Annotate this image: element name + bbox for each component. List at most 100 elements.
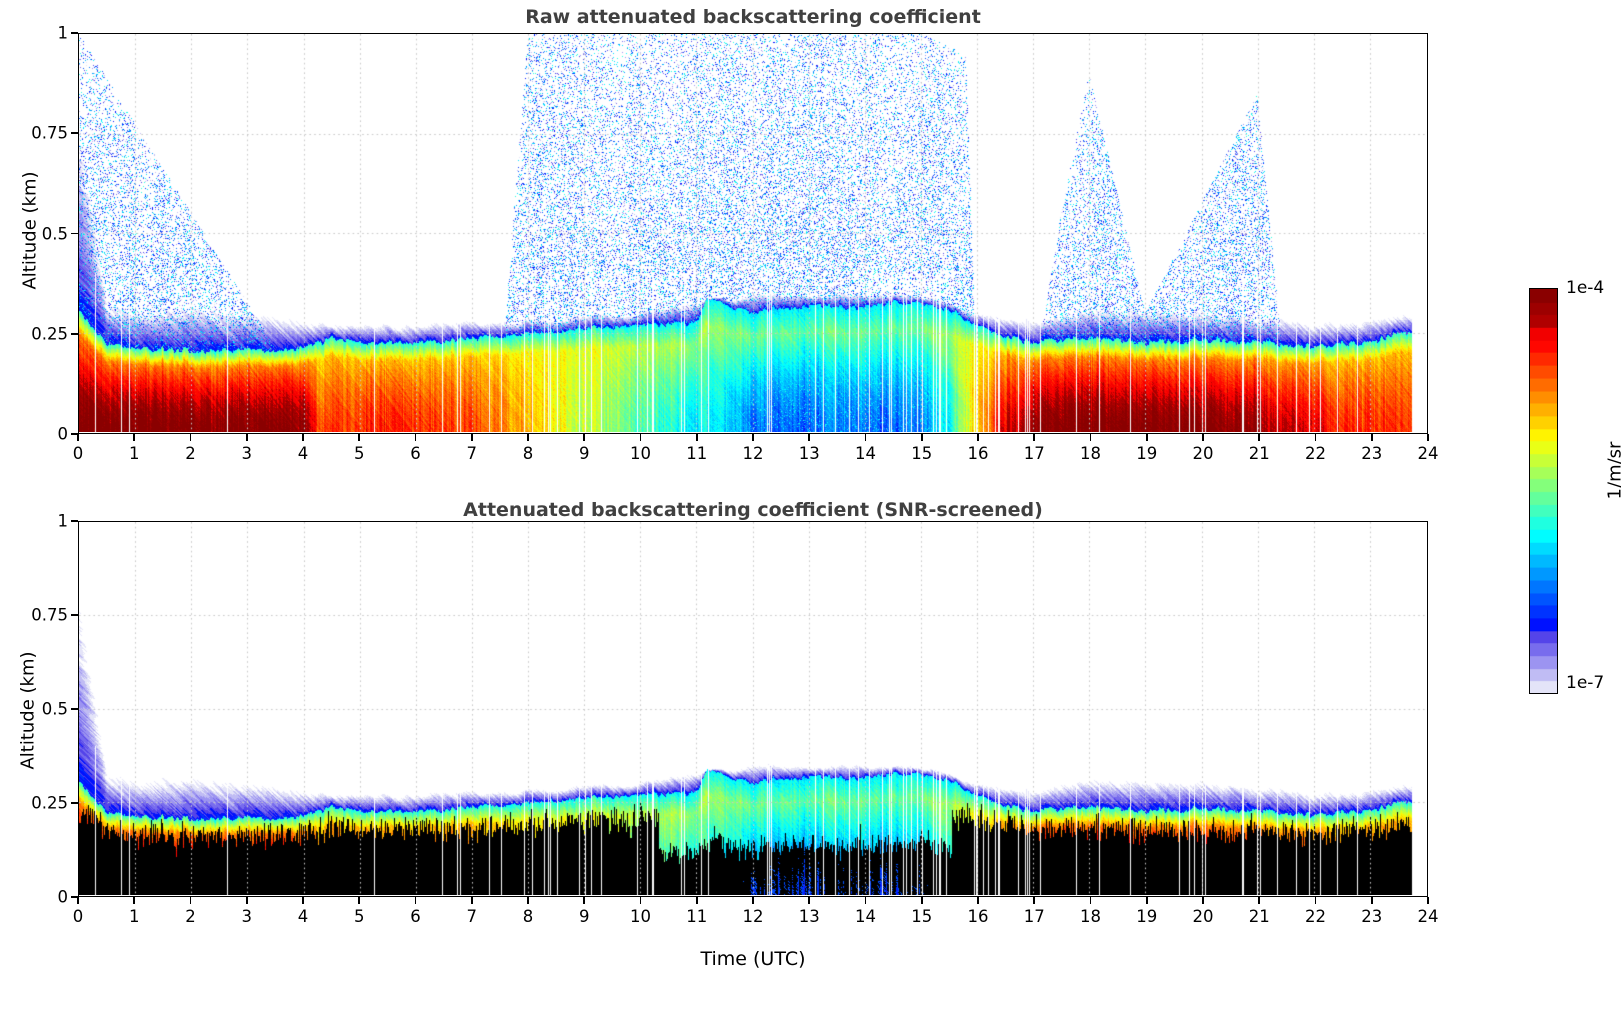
x-ticklabel-top-22: 22: [1305, 444, 1326, 463]
x-ticklabel-bot-19: 19: [1136, 907, 1158, 926]
x-ticklabel-top-21: 21: [1248, 444, 1270, 463]
x-tick-bot-0: [77, 897, 79, 904]
x-ticklabel-top-14: 14: [855, 444, 876, 463]
x-tick-bot-23: [1370, 897, 1373, 904]
y-ticklabel-bot-1: 1: [57, 511, 69, 531]
x-tick-top-24: [1427, 434, 1429, 441]
x-tick-top-4: [302, 434, 304, 441]
x-tick-bot-22: [1314, 897, 1317, 904]
x-ticklabel-bot-20: 20: [1192, 907, 1214, 926]
y-tick-bot-1: [71, 520, 78, 522]
colorbar: [1529, 288, 1558, 694]
x-ticklabel-top-7: 7: [466, 444, 478, 463]
y-ticklabel-top-0.25: 0.25: [31, 324, 68, 344]
x-ticklabel-bot-2: 2: [185, 907, 196, 926]
x-ticklabel-bot-15: 15: [911, 907, 933, 926]
x-ticklabel-top-24: 24: [1417, 444, 1439, 463]
x-tick-bot-3: [245, 897, 248, 904]
x-tick-bot-5: [358, 897, 361, 904]
x-ticklabel-top-15: 15: [911, 444, 933, 463]
x-ticklabel-bot-5: 5: [354, 907, 365, 926]
x-ticklabel-top-5: 5: [354, 444, 365, 463]
x-tick-top-9: [583, 434, 586, 441]
x-ticklabel-bot-10: 10: [630, 907, 651, 926]
y-ticklabel-bot-0: 0: [57, 887, 69, 907]
x-ticklabel-bot-7: 7: [466, 907, 478, 926]
x-ticklabel-top-10: 10: [630, 444, 651, 463]
y-ticklabel-bot-0.5: 0.5: [41, 699, 68, 719]
colorbar-gradient: [1529, 288, 1558, 694]
colorbar-max-label: 1e-4: [1566, 278, 1605, 298]
y-tick-bot-0.5: [71, 708, 78, 710]
y-tick-top-0.5: [71, 232, 78, 235]
x-tick-top-11: [695, 434, 698, 441]
x-ticklabel-top-3: 3: [241, 444, 253, 463]
x-tick-bot-13: [808, 897, 811, 904]
x-tick-top-17: [1033, 434, 1036, 441]
x-tick-top-21: [1258, 434, 1261, 441]
colorbar-min-label: 1e-7: [1566, 673, 1605, 693]
x-ticklabel-top-23: 23: [1361, 444, 1383, 463]
x-tick-top-6: [414, 434, 417, 441]
x-tick-bot-20: [1202, 897, 1204, 904]
x-ticklabel-top-0: 0: [72, 444, 84, 463]
x-tick-bot-8: [527, 897, 529, 904]
colorbar-unit-label: 1/m/sr: [1604, 441, 1621, 500]
x-tick-top-3: [245, 434, 248, 441]
x-tick-bot-7: [470, 897, 473, 904]
x-ticklabel-top-8: 8: [522, 444, 534, 463]
x-tick-top-15: [920, 434, 923, 441]
x-ticklabel-top-19: 19: [1136, 444, 1158, 463]
x-ticklabel-bot-24: 24: [1417, 907, 1439, 926]
x-tick-bot-2: [189, 897, 192, 904]
x-ticklabel-bot-18: 18: [1080, 907, 1101, 926]
x-ticklabel-bot-21: 21: [1248, 907, 1270, 926]
x-ticklabel-bot-8: 8: [522, 907, 534, 926]
x-tick-top-20: [1202, 434, 1204, 441]
x-ticklabel-bot-17: 17: [1023, 907, 1045, 926]
x-tick-bot-4: [302, 897, 304, 904]
y-ticklabel-top-0.5: 0.5: [41, 224, 68, 243]
x-tick-top-2: [189, 434, 192, 441]
y-tick-top-1: [71, 32, 78, 34]
x-ticklabel-bot-1: 1: [129, 907, 140, 926]
x-tick-bot-18: [1089, 897, 1092, 904]
x-tick-top-13: [808, 434, 811, 441]
x-tick-top-8: [527, 434, 529, 441]
x-tick-top-10: [639, 434, 642, 441]
y-ticklabel-bot-0.75: 0.75: [31, 605, 68, 625]
x-ticklabel-bot-9: 9: [579, 907, 590, 926]
x-ticklabel-top-9: 9: [579, 444, 590, 463]
x-ticklabel-top-11: 11: [686, 444, 708, 463]
x-tick-bot-1: [133, 897, 136, 904]
x-tick-top-19: [1145, 434, 1148, 441]
x-tick-bot-24: [1427, 897, 1429, 904]
x-ticklabel-bot-14: 14: [855, 907, 876, 926]
plot-area-raw: [78, 33, 1428, 434]
heatmap-canvas-raw: [79, 34, 1426, 432]
x-tick-top-23: [1370, 434, 1373, 441]
x-tick-bot-11: [695, 897, 698, 904]
x-ticklabel-bot-3: 3: [241, 907, 253, 926]
y-ticklabel-top-1: 1: [57, 23, 69, 43]
x-ticklabel-top-18: 18: [1080, 444, 1101, 463]
x-tick-top-7: [470, 434, 473, 441]
x-ticklabel-top-20: 20: [1192, 444, 1214, 463]
x-ticklabel-top-2: 2: [185, 444, 196, 463]
y-ticklabel-bot-0.25: 0.25: [31, 793, 68, 813]
x-ticklabel-top-16: 16: [967, 444, 989, 463]
y-ticklabel-top-0: 0: [57, 424, 69, 444]
x-tick-bot-15: [920, 897, 923, 904]
x-ticklabel-top-13: 13: [798, 444, 820, 463]
x-tick-bot-19: [1145, 897, 1148, 904]
x-tick-top-0: [77, 434, 79, 441]
y-tick-top-0.75: [71, 132, 78, 135]
x-tick-top-16: [977, 434, 979, 441]
x-tick-bot-14: [864, 897, 867, 904]
panel-title-snr-screened: Attenuated backscattering coefficient (S…: [463, 499, 1043, 521]
x-tick-top-22: [1314, 434, 1317, 441]
x-ticklabel-bot-23: 23: [1361, 907, 1383, 926]
x-tick-bot-12: [752, 897, 754, 904]
x-ticklabel-bot-12: 12: [742, 907, 764, 926]
